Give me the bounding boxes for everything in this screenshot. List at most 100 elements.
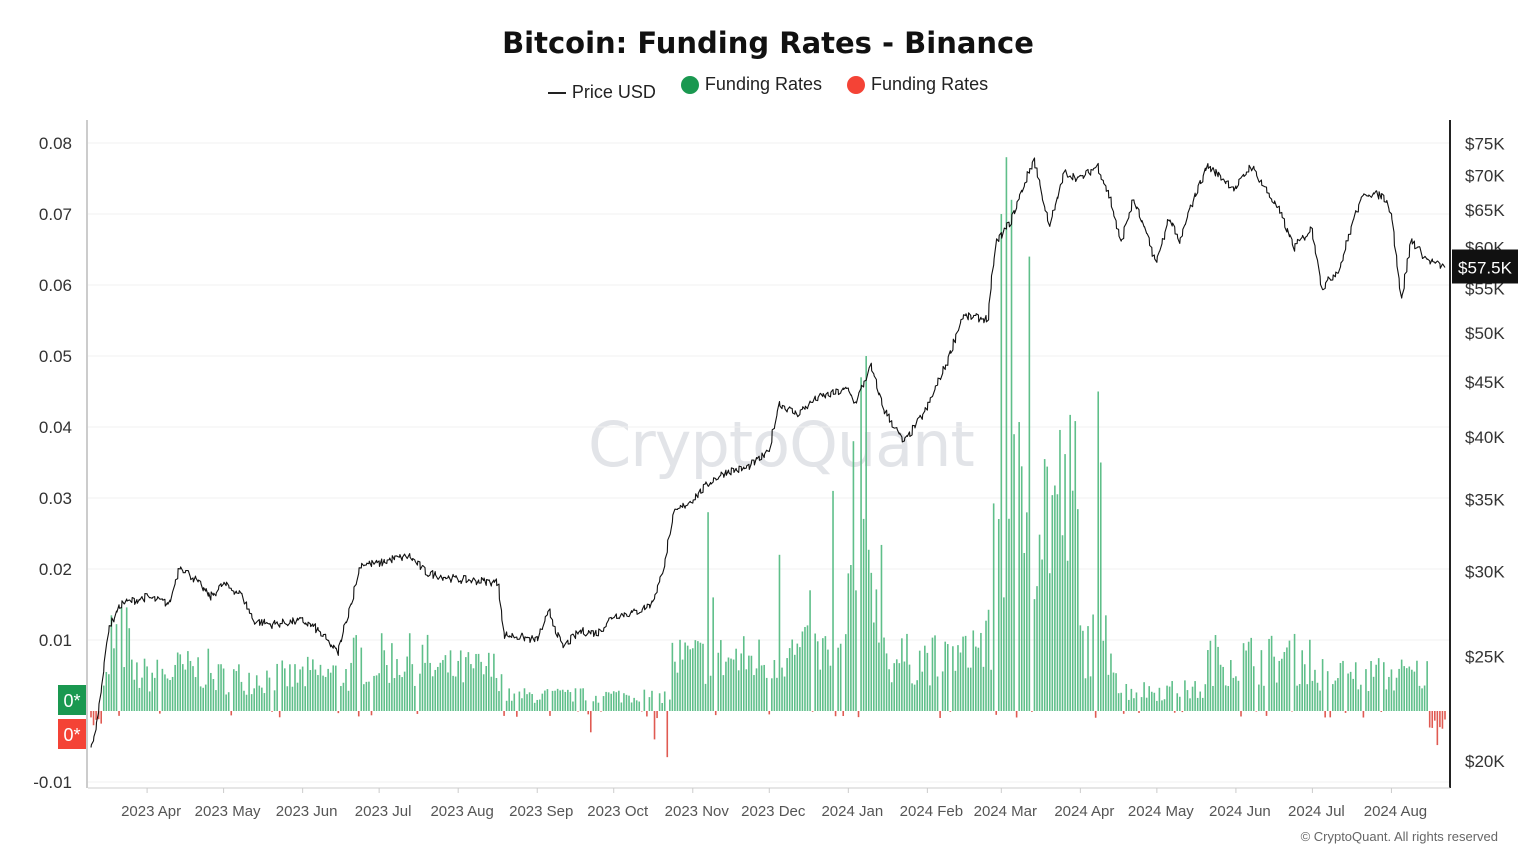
funding-bar xyxy=(133,679,136,711)
funding-bar xyxy=(1237,680,1240,711)
funding-bar xyxy=(1441,711,1444,729)
funding-bar xyxy=(658,693,661,711)
funding-bar xyxy=(612,691,615,711)
funding-bar xyxy=(230,711,233,716)
x-tick-label: 2024 Mar xyxy=(974,803,1037,820)
funding-bar xyxy=(656,711,658,719)
funding-bar xyxy=(1293,633,1296,711)
funding-bar xyxy=(1201,697,1204,711)
funding-bar xyxy=(268,677,271,711)
funding-bar xyxy=(1094,711,1097,718)
funding-bar xyxy=(1018,422,1020,711)
funding-bar xyxy=(1418,685,1421,711)
funding-bar xyxy=(421,644,424,711)
funding-bar xyxy=(954,670,957,711)
legend-label-funding-positive: Funding Rates xyxy=(704,74,822,94)
funding-bar xyxy=(969,667,972,711)
funding-bar xyxy=(118,711,120,716)
funding-bar xyxy=(340,686,342,711)
funding-bar xyxy=(1311,680,1314,711)
funding-bar xyxy=(1306,684,1309,711)
funding-bar xyxy=(1135,692,1138,711)
funding-bar xyxy=(350,662,352,711)
funding-bar xyxy=(1038,534,1041,711)
funding-bar xyxy=(1390,669,1393,711)
funding-bar xyxy=(1270,635,1273,711)
funding-bar xyxy=(582,688,584,711)
funding-bar xyxy=(1148,686,1151,711)
funding-bar xyxy=(1219,664,1222,711)
funding-bar xyxy=(204,684,207,711)
left-tick-label: 0.06 xyxy=(39,276,72,295)
funding-bar xyxy=(462,682,465,711)
funding-bar xyxy=(1110,653,1112,711)
legend-item-price[interactable]: Price USD xyxy=(547,82,656,103)
funding-bar xyxy=(964,635,967,711)
funding-bar xyxy=(97,711,100,720)
funding-bar xyxy=(748,655,750,711)
legend-label-price: Price USD xyxy=(571,82,656,103)
funding-bar xyxy=(783,676,786,711)
funding-bar xyxy=(1184,680,1186,711)
right-tick-label: $25K xyxy=(1465,648,1505,667)
legend-item-funding-positive[interactable]: Funding Rates xyxy=(680,74,822,95)
funding-bar xyxy=(832,490,834,711)
funding-bar xyxy=(957,645,959,711)
funding-bar xyxy=(505,700,508,711)
funding-bar xyxy=(908,664,911,711)
funding-bar xyxy=(212,679,215,711)
x-tick-label: 2023 Sep xyxy=(509,803,573,820)
funding-bars xyxy=(90,157,1446,758)
funding-bar xyxy=(1122,711,1125,714)
funding-bar xyxy=(809,590,811,711)
left-tick-label: 0.05 xyxy=(39,347,72,366)
funding-bar xyxy=(380,633,383,711)
funding-bar xyxy=(1298,684,1301,711)
funding-bar xyxy=(952,646,954,711)
funding-bar xyxy=(577,711,579,712)
funding-bar xyxy=(164,674,166,711)
funding-bar xyxy=(916,680,918,711)
funding-bar xyxy=(396,659,398,711)
funding-bar xyxy=(347,690,350,711)
funding-bar xyxy=(238,664,240,711)
funding-bar xyxy=(684,642,686,711)
funding-bar xyxy=(222,668,225,711)
funding-bar xyxy=(373,675,375,711)
right-tick-label: $70K xyxy=(1465,167,1505,186)
funding-bar xyxy=(1153,692,1156,711)
funding-bar xyxy=(442,660,444,711)
funding-bar xyxy=(1087,626,1089,711)
funding-bar xyxy=(296,682,299,711)
funding-bar xyxy=(533,702,536,711)
funding-bar xyxy=(1439,711,1441,728)
funding-bar xyxy=(1079,625,1082,711)
legend-item-funding-negative[interactable]: Funding Rates xyxy=(847,74,988,95)
funding-bar xyxy=(822,638,824,711)
funding-bar xyxy=(607,692,610,711)
funding-bar xyxy=(819,669,822,711)
funding-bar xyxy=(1204,684,1207,711)
x-tick-label: 2023 Jul xyxy=(355,803,412,820)
funding-bar xyxy=(679,639,681,711)
funding-bar xyxy=(1375,664,1377,711)
funding-bar xyxy=(312,659,314,711)
funding-bar xyxy=(1436,711,1439,746)
funding-bar xyxy=(521,698,523,711)
zero-badge-positive xyxy=(58,685,86,715)
funding-bar xyxy=(281,660,284,711)
funding-bar xyxy=(1092,614,1094,711)
funding-bar xyxy=(903,661,906,711)
funding-bar xyxy=(202,687,204,711)
funding-bar xyxy=(699,642,702,711)
funding-bar xyxy=(781,667,783,711)
funding-bar xyxy=(197,657,199,711)
funding-bar xyxy=(934,635,936,711)
funding-bar xyxy=(258,685,261,711)
funding-bar xyxy=(1140,697,1143,711)
funding-bar xyxy=(913,684,916,711)
funding-bar xyxy=(1385,689,1388,711)
funding-bar xyxy=(1179,696,1181,711)
funding-bar xyxy=(1028,256,1031,711)
